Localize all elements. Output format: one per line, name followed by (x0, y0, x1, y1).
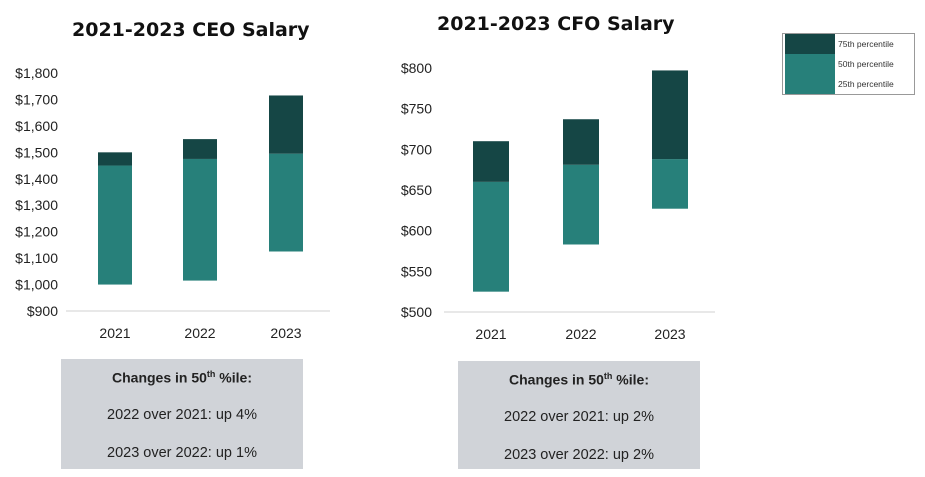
cfo-median-change-box: Changes in 50th %ile: 2022 over 2021: up… (458, 361, 700, 469)
ceo-x-tick-label: 2022 (184, 325, 215, 341)
legend-swatch-50th (785, 54, 835, 94)
cfo-bar-2021-p50-p75 (473, 141, 509, 182)
cfo-x-tick-label: 2023 (654, 326, 685, 342)
ceo-change-2023: 2023 over 2022: up 1% (107, 445, 257, 461)
ceo-change-2022: 2022 over 2021: up 4% (107, 407, 257, 423)
ceo-y-tick-label: $1,200 (15, 224, 58, 240)
ceo-y-tick-label: $1,500 (15, 144, 58, 160)
ceo-y-tick-label: $1,100 (15, 250, 58, 266)
ceo-change-header: Changes in 50th %ile: (61, 369, 303, 386)
cfo-bar-2022-p25-p50 (563, 164, 599, 245)
legend-item-25th: 25th percentile (783, 74, 914, 94)
ceo-bar-2022-p50-p75 (183, 139, 217, 159)
ceo-bar-2022-p25-p50 (183, 158, 217, 281)
ceo-y-tick-label: $1,700 (15, 91, 58, 107)
cfo-y-tick-label: $650 (401, 182, 432, 198)
cfo-x-tick-label: 2021 (475, 326, 506, 342)
ceo-x-tick-label: 2023 (270, 325, 301, 341)
ceo-bar-2021-p25-p50 (98, 165, 132, 285)
ceo-y-tick-label: $1,300 (15, 197, 58, 213)
legend-swatch-75th (785, 34, 835, 54)
cfo-header-sup: th (603, 371, 613, 381)
ceo-median-change-box: Changes in 50th %ile: 2022 over 2021: up… (61, 359, 303, 469)
ceo-y-tick-label: $1,800 (15, 65, 58, 81)
cfo-header-suffix: %ile: (612, 371, 649, 388)
chart-legend: 75th percentile 50th percentile 25th per… (782, 33, 915, 95)
cfo-y-tick-label: $600 (401, 223, 432, 239)
ceo-header-suffix: %ile: (215, 369, 252, 386)
cfo-change-2022: 2022 over 2021: up 2% (504, 409, 654, 425)
cfo-change-2023: 2023 over 2022: up 2% (504, 447, 654, 463)
ceo-y-tick-label: $900 (27, 303, 58, 319)
cfo-bar-2023-p50-p75 (652, 70, 688, 160)
ceo-bar-2023-p50-p75 (269, 95, 303, 154)
legend-item-75th: 75th percentile (783, 34, 914, 54)
ceo-chart-title: 2021-2023 CEO Salary (72, 19, 310, 41)
cfo-bar-2022-p50-p75 (563, 119, 599, 165)
legend-item-50th: 50th percentile (783, 54, 914, 94)
ceo-y-tick-label: $1,000 (15, 277, 58, 293)
ceo-bar-2021-p50-p75 (98, 152, 132, 166)
cfo-y-tick-label: $800 (401, 60, 432, 76)
legend-label-75th: 75th percentile (838, 39, 894, 49)
cfo-bar-2023-p25-p50 (652, 159, 688, 209)
cfo-y-tick-label: $700 (401, 141, 432, 157)
ceo-y-tick-label: $1,600 (15, 118, 58, 134)
legend-label-50th: 50th percentile (838, 59, 894, 69)
ceo-x-tick-label: 2021 (99, 325, 130, 341)
ceo-header-sup: th (206, 369, 216, 379)
cfo-header-text: Changes in 50 (509, 371, 604, 388)
cfo-x-tick-label: 2022 (565, 326, 596, 342)
cfo-y-tick-label: $500 (401, 304, 432, 320)
cfo-bar-2021-p25-p50 (473, 181, 509, 292)
cfo-y-tick-label: $550 (401, 263, 432, 279)
legend-label-25th: 25th percentile (838, 79, 894, 89)
cfo-change-header: Changes in 50th %ile: (458, 371, 700, 388)
ceo-bar-2023-p25-p50 (269, 153, 303, 252)
cfo-chart-title: 2021-2023 CFO Salary (437, 13, 675, 35)
cfo-y-tick-label: $750 (401, 101, 432, 117)
ceo-header-text: Changes in 50 (112, 369, 207, 386)
ceo-y-tick-label: $1,400 (15, 171, 58, 187)
